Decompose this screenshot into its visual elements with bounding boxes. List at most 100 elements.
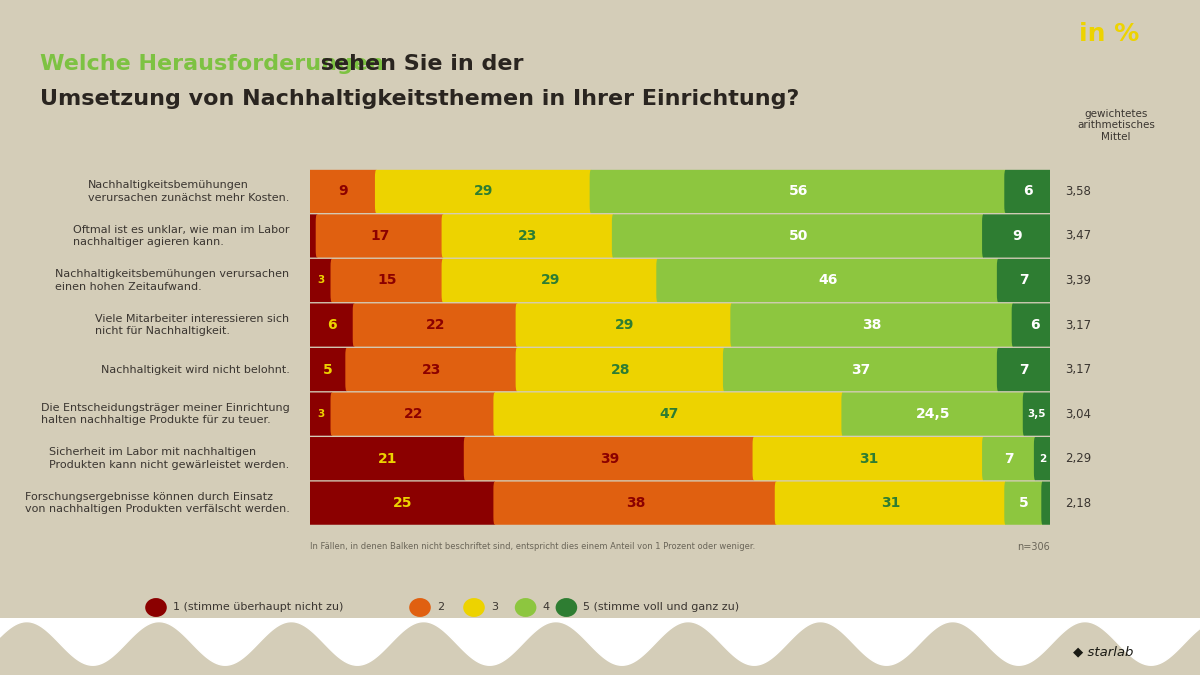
Text: 3,17: 3,17 <box>1064 363 1091 376</box>
Text: 3: 3 <box>491 603 498 612</box>
Text: 29: 29 <box>614 318 634 332</box>
FancyBboxPatch shape <box>442 215 614 258</box>
FancyBboxPatch shape <box>997 259 1051 302</box>
Text: 21: 21 <box>378 452 397 466</box>
Text: 5 (stimme voll und ganz zu): 5 (stimme voll und ganz zu) <box>583 603 739 612</box>
Text: Oftmal ist es unklar, wie man im Labor
nachhaltiger agieren kann.: Oftmal ist es unklar, wie man im Labor n… <box>73 225 289 247</box>
Text: 50: 50 <box>788 229 808 243</box>
FancyBboxPatch shape <box>463 437 755 480</box>
FancyBboxPatch shape <box>330 259 444 302</box>
FancyBboxPatch shape <box>1042 481 1051 524</box>
Text: 38: 38 <box>863 318 882 332</box>
Text: 9: 9 <box>338 184 348 198</box>
Text: 5: 5 <box>323 362 332 377</box>
Text: In Fällen, in denen Balken nicht beschriftet sind, entspricht dies einem Anteil : In Fällen, in denen Balken nicht beschri… <box>310 542 755 551</box>
FancyBboxPatch shape <box>308 304 355 347</box>
Text: Sicherheit im Labor mit nachhaltigen
Produkten kann nicht gewärleistet werden.: Sicherheit im Labor mit nachhaltigen Pro… <box>49 448 289 470</box>
FancyBboxPatch shape <box>353 304 518 347</box>
Text: 39: 39 <box>600 452 619 466</box>
Text: 3: 3 <box>317 409 324 419</box>
Text: 4: 4 <box>542 603 550 612</box>
FancyBboxPatch shape <box>346 348 518 391</box>
FancyBboxPatch shape <box>442 259 659 302</box>
FancyBboxPatch shape <box>982 215 1051 258</box>
Text: 37: 37 <box>852 362 871 377</box>
FancyBboxPatch shape <box>1012 304 1058 347</box>
Text: 17: 17 <box>371 229 390 243</box>
Text: 23: 23 <box>518 229 538 243</box>
FancyBboxPatch shape <box>308 259 334 302</box>
Text: gewichtetes
arithmetisches
Mittel: gewichtetes arithmetisches Mittel <box>1078 109 1154 142</box>
Text: 56: 56 <box>788 184 808 198</box>
Text: ◆ starlab: ◆ starlab <box>1073 645 1133 658</box>
Text: 3,58: 3,58 <box>1064 185 1091 198</box>
Text: 28: 28 <box>611 362 630 377</box>
FancyBboxPatch shape <box>308 215 318 258</box>
Text: 3: 3 <box>317 275 324 286</box>
Text: 3,17: 3,17 <box>1064 319 1091 331</box>
Text: 6: 6 <box>1031 318 1040 332</box>
FancyBboxPatch shape <box>308 481 496 524</box>
Text: 5: 5 <box>1019 496 1028 510</box>
FancyBboxPatch shape <box>493 481 778 524</box>
Text: 3,47: 3,47 <box>1064 230 1091 242</box>
Text: 22: 22 <box>403 407 424 421</box>
Text: 6: 6 <box>1022 184 1033 198</box>
FancyBboxPatch shape <box>752 437 985 480</box>
FancyBboxPatch shape <box>982 437 1037 480</box>
FancyBboxPatch shape <box>493 392 844 435</box>
Text: 31: 31 <box>881 496 900 510</box>
FancyBboxPatch shape <box>308 437 467 480</box>
FancyBboxPatch shape <box>612 215 985 258</box>
Text: Die Entscheidungsträger meiner Einrichtung
halten nachhaltige Produkte für zu te: Die Entscheidungsträger meiner Einrichtu… <box>41 403 289 425</box>
Text: 25: 25 <box>392 496 412 510</box>
FancyBboxPatch shape <box>308 392 334 435</box>
Text: 3,5: 3,5 <box>1027 409 1046 419</box>
Text: Umsetzung von Nachhaltigkeitsthemen in Ihrer Einrichtung?: Umsetzung von Nachhaltigkeitsthemen in I… <box>40 89 799 109</box>
FancyBboxPatch shape <box>316 215 444 258</box>
Text: 9: 9 <box>1012 229 1021 243</box>
Text: n=306: n=306 <box>1018 542 1050 552</box>
Text: Nachhaltigkeit wird nicht belohnt.: Nachhaltigkeit wird nicht belohnt. <box>101 364 289 375</box>
FancyBboxPatch shape <box>1004 170 1051 213</box>
FancyBboxPatch shape <box>589 170 1007 213</box>
Text: 3,39: 3,39 <box>1064 274 1091 287</box>
Text: 15: 15 <box>378 273 397 288</box>
FancyBboxPatch shape <box>516 348 726 391</box>
FancyBboxPatch shape <box>722 348 1000 391</box>
Text: 22: 22 <box>426 318 445 332</box>
FancyBboxPatch shape <box>308 348 348 391</box>
Text: Viele Mitarbeiter interessieren sich
nicht für Nachhaltigkeit.: Viele Mitarbeiter interessieren sich nic… <box>95 314 289 336</box>
Text: 29: 29 <box>540 273 560 288</box>
FancyBboxPatch shape <box>516 304 733 347</box>
Text: 2,29: 2,29 <box>1064 452 1091 465</box>
Text: 23: 23 <box>422 362 442 377</box>
Text: 3,04: 3,04 <box>1064 408 1091 421</box>
FancyBboxPatch shape <box>330 392 496 435</box>
FancyBboxPatch shape <box>841 392 1025 435</box>
Text: sehen Sie in der: sehen Sie in der <box>313 54 523 74</box>
Text: Nachhaltigkeitsbemühungen verursachen
einen hohen Zeitaufwand.: Nachhaltigkeitsbemühungen verursachen ei… <box>55 269 289 292</box>
Text: 2: 2 <box>1039 454 1046 464</box>
Text: Welche Herausforderungen: Welche Herausforderungen <box>40 54 384 74</box>
Text: 7: 7 <box>1019 362 1028 377</box>
Text: 29: 29 <box>474 184 493 198</box>
FancyBboxPatch shape <box>1034 437 1051 480</box>
FancyBboxPatch shape <box>374 170 593 213</box>
FancyBboxPatch shape <box>775 481 1007 524</box>
Text: 46: 46 <box>818 273 838 288</box>
Text: 24,5: 24,5 <box>916 407 950 421</box>
FancyBboxPatch shape <box>997 348 1051 391</box>
Text: in %: in % <box>1079 22 1139 46</box>
Text: 7: 7 <box>1004 452 1014 466</box>
Text: 47: 47 <box>659 407 678 421</box>
FancyBboxPatch shape <box>731 304 1014 347</box>
Text: 2,18: 2,18 <box>1064 497 1091 510</box>
Text: Forschungsergebnisse können durch Einsatz
von nachhaltigen Produkten verfälscht : Forschungsergebnisse können durch Einsat… <box>24 492 289 514</box>
FancyBboxPatch shape <box>1022 392 1051 435</box>
FancyBboxPatch shape <box>1004 481 1044 524</box>
Text: 1 (stimme überhaupt nicht zu): 1 (stimme überhaupt nicht zu) <box>173 603 343 612</box>
Text: 31: 31 <box>859 452 878 466</box>
Text: Nachhaltigkeitsbemühungen
verursachen zunächst mehr Kosten.: Nachhaltigkeitsbemühungen verursachen zu… <box>88 180 289 202</box>
Text: 38: 38 <box>625 496 646 510</box>
